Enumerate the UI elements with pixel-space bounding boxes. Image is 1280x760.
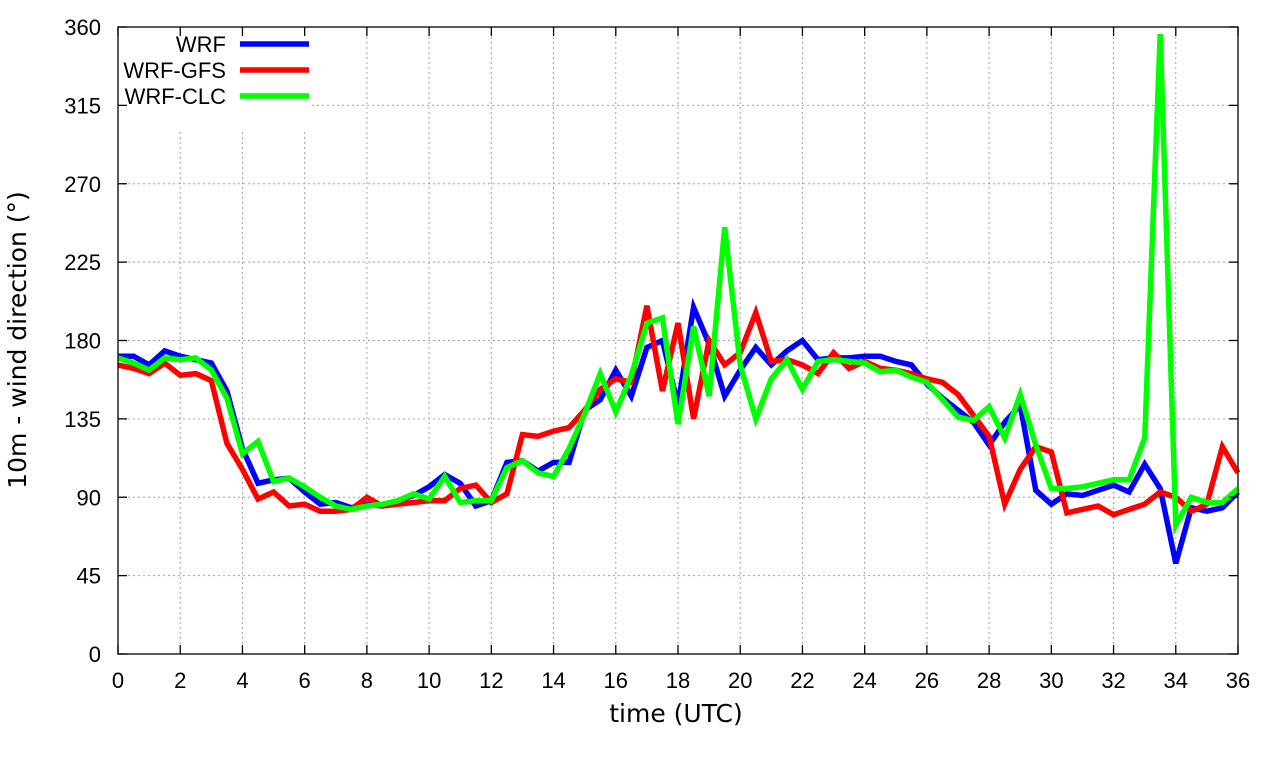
x-tick-label: 30 <box>1039 668 1063 693</box>
y-tick-label: 270 <box>64 172 101 197</box>
y-tick-label: 135 <box>64 407 101 432</box>
y-tick-label: 360 <box>64 15 101 40</box>
x-tick-label: 0 <box>112 668 124 693</box>
x-tick-label: 14 <box>541 668 565 693</box>
x-tick-label: 32 <box>1101 668 1125 693</box>
x-tick-label: 18 <box>666 668 690 693</box>
x-tick-label: 10 <box>417 668 441 693</box>
x-tick-label: 16 <box>604 668 628 693</box>
y-tick-label: 225 <box>64 250 101 275</box>
y-tick-label: 180 <box>64 329 101 354</box>
x-axis-title: time (UTC) <box>609 699 743 728</box>
y-tick-label: 45 <box>77 564 101 589</box>
x-tick-label: 22 <box>790 668 814 693</box>
x-tick-label: 2 <box>174 668 186 693</box>
x-tick-label: 8 <box>361 668 373 693</box>
x-tick-label: 34 <box>1164 668 1188 693</box>
series-line-wrf-gfs <box>117 304 1241 518</box>
x-tick-label: 12 <box>479 668 503 693</box>
series-lines <box>117 33 1241 565</box>
x-tick-label: 24 <box>852 668 876 693</box>
series-line-wrf <box>118 297 1240 565</box>
y-tick-label: 0 <box>89 642 101 667</box>
x-tick-label: 26 <box>915 668 939 693</box>
x-tick-label: 6 <box>299 668 311 693</box>
grid <box>118 27 1238 654</box>
y-tick-label: 90 <box>77 485 101 510</box>
legend-label: WRF <box>176 32 226 57</box>
x-tick-label: 36 <box>1226 668 1250 693</box>
series-line-wrf-clc <box>117 33 1240 536</box>
x-tick-label: 28 <box>977 668 1001 693</box>
y-tick-label: 315 <box>64 93 101 118</box>
legend-label: WRF-CLC <box>125 84 227 109</box>
x-tick-label: 4 <box>236 668 248 693</box>
legend-label: WRF-GFS <box>123 58 226 83</box>
y-axis-title: 10m - wind direction (°) <box>3 191 32 489</box>
axis-ticks: 0 2 4 6 8 10 12 14 16 18 20 22 24 26 28 30 32 34 360459013… <box>64 15 1250 693</box>
x-tick-label: 20 <box>728 668 752 693</box>
